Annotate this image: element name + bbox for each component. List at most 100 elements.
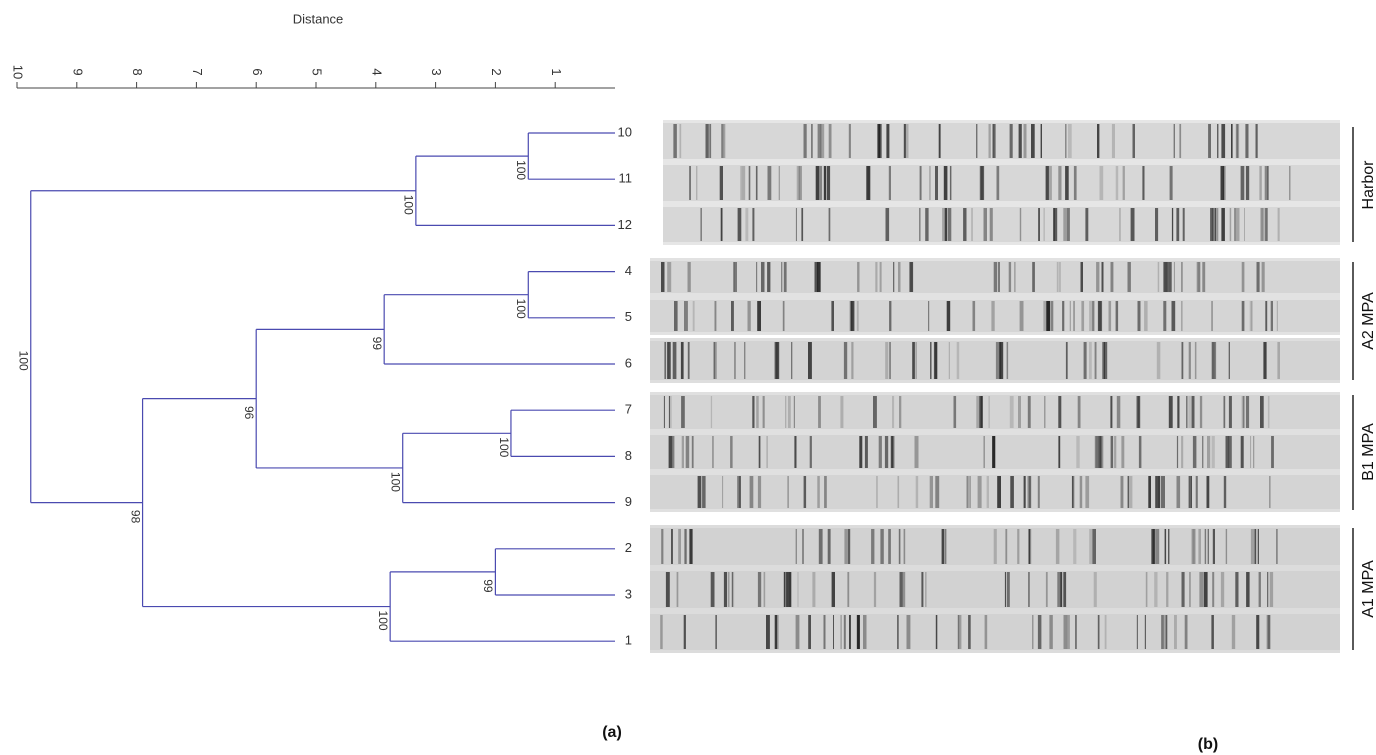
support-label: 99 [481, 579, 495, 593]
band [1043, 208, 1045, 241]
band [731, 572, 733, 607]
band [1166, 572, 1169, 607]
lane [650, 614, 1340, 650]
band [1212, 572, 1215, 607]
band [1092, 529, 1096, 564]
band [857, 262, 860, 292]
band [828, 124, 832, 158]
band [781, 262, 783, 292]
leaf-label: 5 [625, 309, 632, 324]
band [669, 396, 672, 428]
band [1190, 476, 1192, 508]
band [1130, 208, 1135, 241]
band [1188, 396, 1191, 428]
band [1148, 476, 1151, 508]
band [831, 301, 834, 331]
band [1251, 301, 1253, 331]
band [705, 124, 709, 158]
band [721, 124, 724, 158]
band [1089, 301, 1093, 331]
band [757, 301, 761, 331]
leaf-label: 1 [625, 633, 632, 648]
band [866, 166, 871, 200]
band [767, 262, 771, 292]
band [1104, 615, 1107, 649]
band [1193, 529, 1196, 564]
band [684, 529, 687, 564]
band [739, 476, 741, 508]
band [1056, 262, 1059, 292]
band [715, 342, 717, 379]
band [817, 476, 820, 508]
band [1138, 436, 1142, 468]
band [863, 615, 867, 649]
band [892, 396, 895, 428]
band [758, 436, 761, 468]
band [1241, 396, 1245, 428]
band [661, 529, 664, 564]
band [1254, 529, 1257, 564]
band [793, 396, 795, 428]
band [1253, 436, 1255, 468]
band [984, 615, 988, 649]
band [730, 436, 733, 468]
band [1040, 124, 1042, 158]
band [755, 166, 758, 200]
band [1228, 436, 1232, 468]
band [733, 262, 736, 292]
band [1093, 572, 1097, 607]
band [1145, 572, 1148, 607]
leaf-label: 11 [619, 171, 633, 186]
group-label: Harbor [1360, 160, 1376, 210]
band [1246, 572, 1250, 607]
band [1063, 572, 1067, 607]
band [1023, 476, 1026, 508]
band [1191, 529, 1195, 564]
band [1212, 529, 1215, 564]
band [712, 436, 714, 468]
band [824, 476, 827, 508]
band [953, 396, 957, 428]
band [1261, 262, 1265, 292]
band [969, 476, 971, 508]
support-label: 99 [370, 337, 384, 351]
band [889, 342, 891, 379]
band [1269, 476, 1271, 508]
band [1102, 342, 1105, 379]
support-label: 100 [17, 351, 31, 371]
band [1018, 124, 1022, 158]
band [1161, 615, 1164, 649]
x-tick-label: 4 [369, 68, 384, 75]
band [1157, 262, 1160, 292]
band [1073, 529, 1077, 564]
band [667, 262, 672, 292]
band [1045, 572, 1048, 607]
band [879, 262, 882, 292]
x-tick-label: 8 [130, 68, 145, 75]
band [844, 529, 848, 564]
group-label: A2 MPA [1360, 292, 1376, 350]
band [1221, 208, 1225, 241]
band [956, 342, 960, 379]
band [909, 262, 914, 292]
band [885, 208, 890, 241]
leaf-label: 3 [625, 586, 632, 601]
band [983, 436, 985, 468]
band [782, 301, 785, 331]
band [672, 342, 677, 379]
band [1127, 262, 1131, 292]
band [1057, 572, 1061, 607]
band [1211, 615, 1214, 649]
band [1085, 208, 1089, 241]
band [687, 262, 691, 292]
band [689, 529, 693, 564]
band [1097, 301, 1102, 331]
band [1071, 476, 1075, 508]
band [885, 342, 889, 379]
band [878, 436, 882, 468]
leaf-label: 10 [618, 124, 632, 139]
band [1019, 301, 1024, 331]
band [728, 572, 730, 607]
band [1069, 301, 1071, 331]
band [808, 342, 812, 379]
